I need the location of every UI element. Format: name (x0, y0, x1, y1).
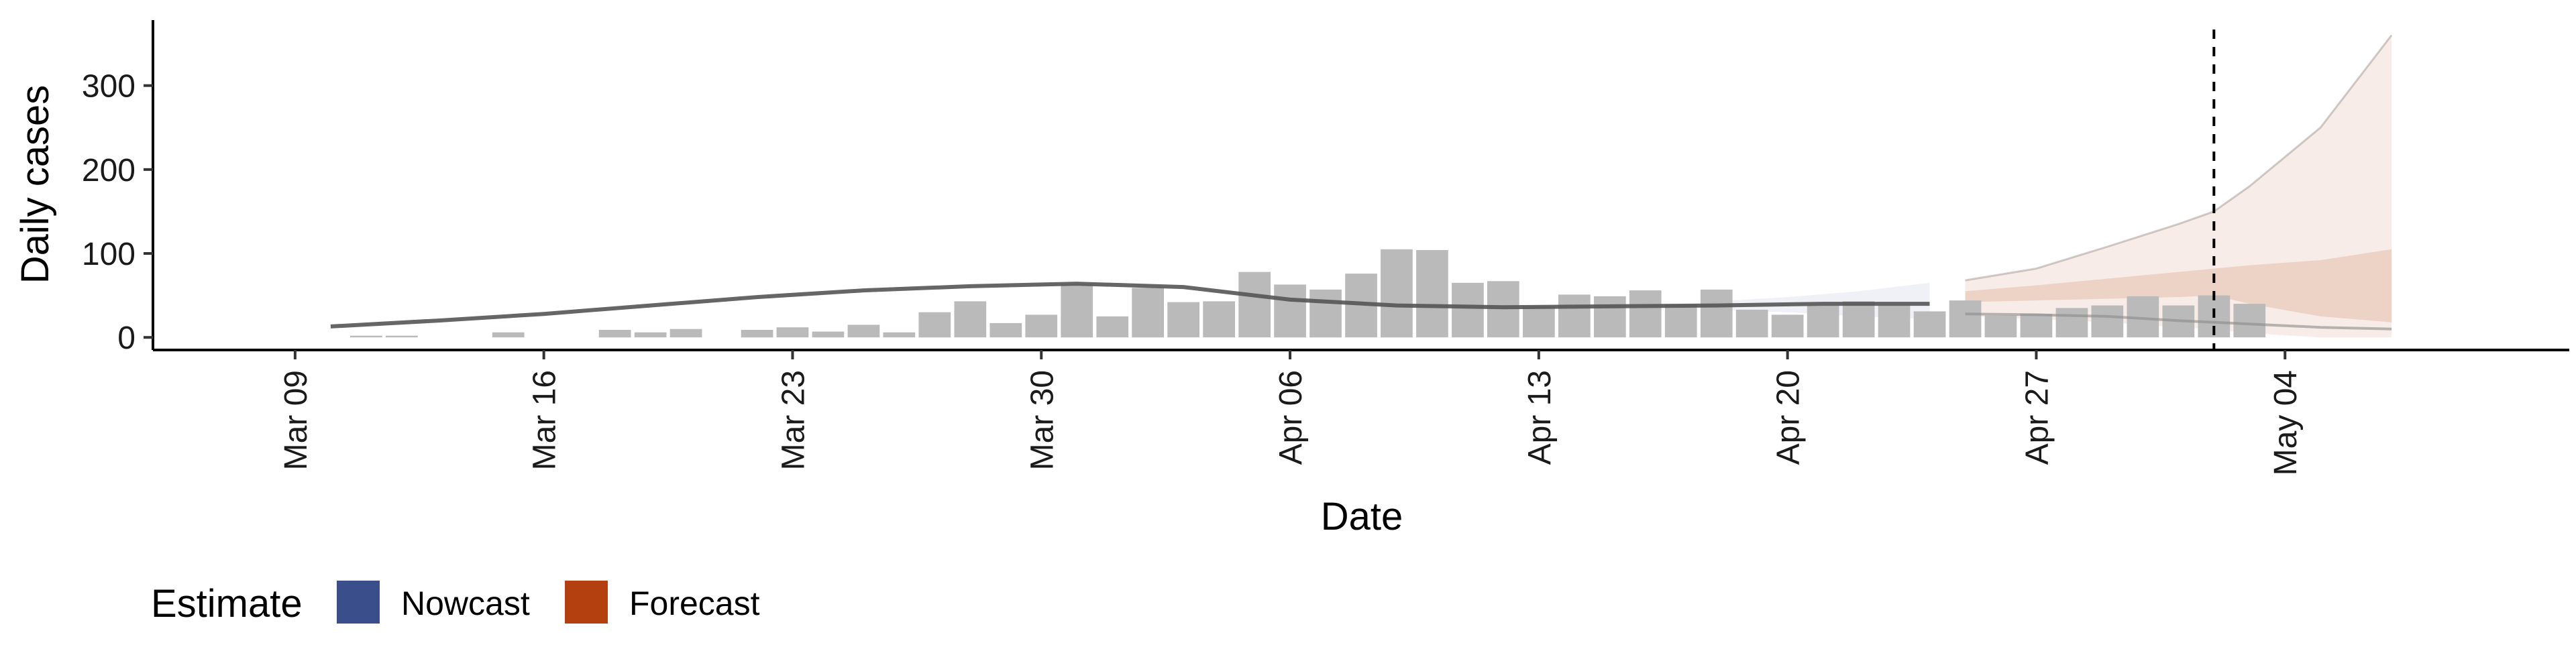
nowcast-band (1716, 282, 1930, 319)
forecast-bands (1965, 34, 2393, 338)
bar-2020-03-23 (776, 327, 809, 338)
bar-2020-04-26 (1984, 315, 2017, 338)
bar-2020-03-28 (954, 301, 987, 338)
x-tick-label-May 04: May 04 (2268, 370, 2304, 475)
bar-2020-04-27 (2020, 314, 2053, 338)
x-tick-label-Apr 06: Apr 06 (1273, 370, 1309, 465)
bar-2020-04-17 (1664, 304, 1697, 338)
bar-2020-04-14 (1558, 294, 1591, 338)
y-tick-label-100: 100 (82, 237, 136, 272)
bar-2020-04-15 (1594, 296, 1626, 338)
forecast-upper-edge (1965, 34, 2393, 282)
y-tick-label-300: 300 (82, 69, 136, 105)
bar-2020-03-29 (989, 322, 1022, 338)
bar-2020-04-16 (1629, 290, 1662, 338)
bar-2020-04-03 (1167, 302, 1199, 338)
bar-2020-03-20 (669, 329, 702, 338)
bar-2020-03-19 (634, 332, 667, 338)
bar-2020-04-21 (1807, 305, 1839, 338)
x-tick-label-Apr 20: Apr 20 (1771, 370, 1807, 465)
legend-label-forecast: Forecast (629, 585, 760, 622)
x-tick-label-Apr 27: Apr 27 (2019, 370, 2055, 465)
bar-2020-04-04 (1203, 301, 1235, 338)
bar-2020-04-20 (1771, 314, 1804, 338)
bar-2020-04-18 (1700, 289, 1733, 338)
bar-2020-03-22 (741, 330, 773, 338)
bar-2020-05-03 (2233, 304, 2266, 338)
x-tick-label-Mar 30: Mar 30 (1024, 370, 1060, 470)
bar-2020-03-18 (598, 330, 631, 338)
bar-2020-04-29 (2091, 305, 2124, 338)
forecast-inner-band (1965, 249, 2392, 322)
bar-2020-04-19 (1735, 309, 1768, 338)
reported-cases-bars (350, 249, 2266, 338)
axes: 0 100 200 300 Mar 09 Mar 16 Mar 23 Mar 30 Apr 06… (82, 20, 2569, 475)
y-tick-label-200: 200 (82, 153, 136, 188)
bar-2020-04-13 (1523, 306, 1555, 338)
legend-swatch-nowcast (337, 581, 380, 624)
bar-2020-03-11 (350, 335, 382, 338)
bar-2020-03-25 (847, 325, 880, 338)
bar-2020-04-28 (2055, 308, 2088, 338)
bar-2020-03-27 (918, 312, 951, 338)
bar-2020-04-05 (1238, 272, 1271, 338)
bar-2020-04-09 (1381, 249, 1413, 338)
bar-2020-03-30 (1025, 314, 1058, 338)
bar-2020-03-12 (386, 335, 418, 338)
estimate-lines (330, 282, 2392, 331)
x-tick-label-Mar 23: Mar 23 (776, 370, 812, 470)
bar-2020-04-07 (1309, 289, 1342, 338)
bar-2020-03-26 (883, 332, 916, 338)
bar-2020-04-24 (1913, 311, 1946, 338)
x-tick-label-Mar 09: Mar 09 (278, 370, 314, 470)
bar-2020-04-25 (1949, 300, 1982, 338)
bar-2020-04-23 (1878, 305, 1911, 338)
bar-2020-04-22 (1842, 301, 1875, 338)
bar-2020-03-15 (492, 332, 525, 338)
bar-2020-04-06 (1274, 284, 1306, 338)
bar-2020-04-11 (1452, 282, 1484, 338)
legend-title: Estimate (151, 582, 303, 626)
bar-2020-03-31 (1061, 284, 1093, 338)
legend-swatch-forecast (565, 581, 608, 624)
y-tick-label-0: 0 (117, 320, 136, 356)
nowcast-bands (1716, 282, 1930, 319)
bar-2020-04-02 (1132, 288, 1164, 338)
x-axis-title: Date (1321, 495, 1403, 538)
bar-2020-03-24 (812, 331, 845, 338)
legend: Estimate Nowcast Forecast (151, 581, 760, 626)
estimate-median-line (330, 282, 1930, 329)
y-axis-title: Daily cases (13, 85, 57, 284)
forecast-median-line (1965, 312, 2392, 331)
forecast-outer-band (1965, 35, 2392, 338)
legend-label-nowcast: Nowcast (401, 585, 530, 622)
x-tick-label-Apr 13: Apr 13 (1522, 370, 1558, 465)
x-tick-label-Mar 16: Mar 16 (527, 370, 563, 470)
bar-2020-04-01 (1096, 316, 1129, 338)
bar-2020-04-12 (1487, 281, 1519, 338)
bar-2020-04-10 (1416, 250, 1448, 338)
